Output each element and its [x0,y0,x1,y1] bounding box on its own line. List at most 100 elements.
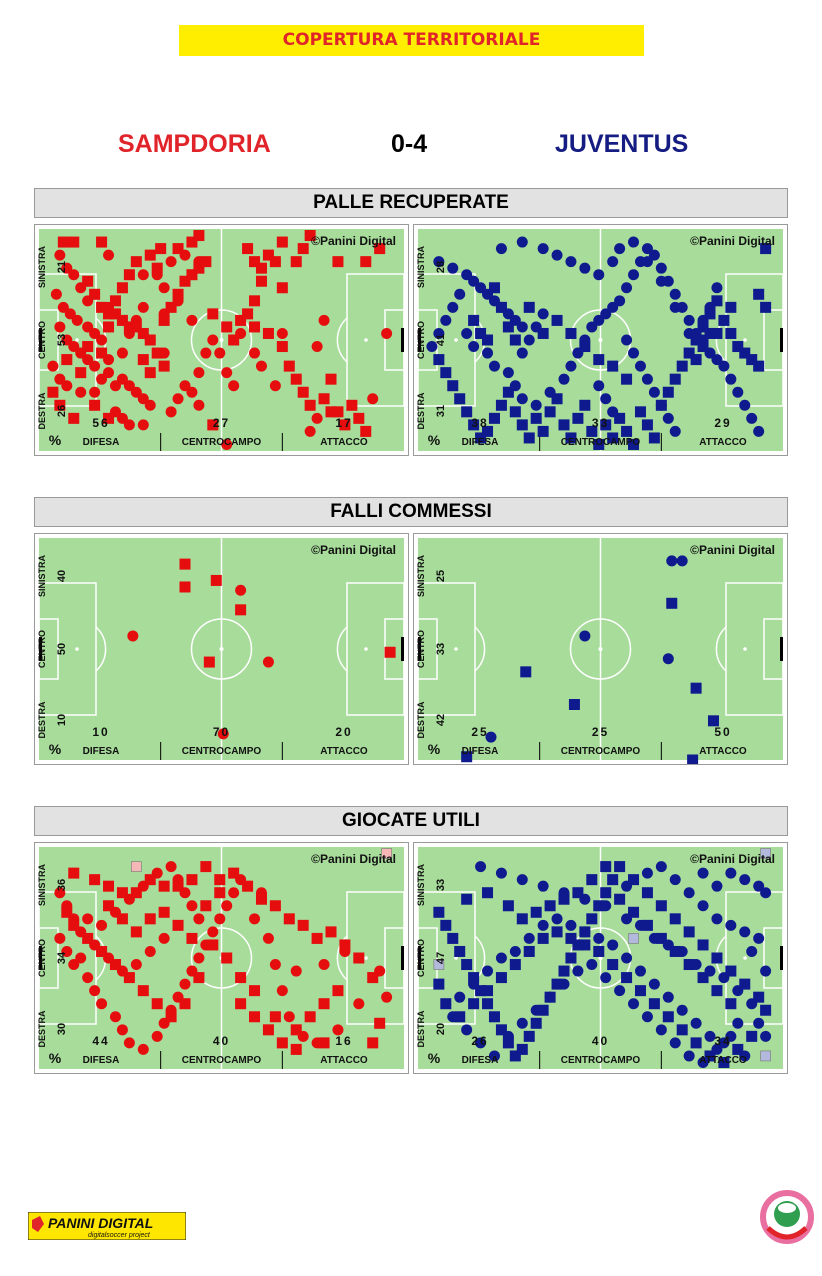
data-point-square [221,321,233,333]
data-point-circle [61,380,73,392]
data-point-circle [193,913,205,925]
data-point-square [304,230,316,242]
data-point-circle [165,861,177,873]
data-point-square [96,945,108,957]
data-point-circle [54,321,66,333]
data-point-circle [628,236,640,248]
data-point-circle [634,965,646,977]
data-point-circle [530,399,542,411]
data-point-square [172,243,184,255]
zone-percent: 50 [714,725,731,739]
data-point-square [760,301,772,313]
data-point-circle [200,347,212,359]
data-point-circle [662,412,674,424]
data-point-circle [228,380,240,392]
data-point-circle [475,1037,487,1049]
data-point-square [255,262,267,274]
data-point-square [151,262,163,274]
data-point-circle [207,334,219,346]
data-point-circle [426,341,438,353]
data-point-square [725,965,737,977]
data-point-square [325,926,337,938]
chart-recovered-home: ©Panini Digital SINISTRA 21 CENTRO 53 DESTRA 2… [34,224,409,456]
data-point-circle [753,880,765,892]
data-point-circle [165,256,177,268]
zone-percent: 70 [213,725,230,739]
data-point-square [544,991,556,1003]
data-point-circle [353,998,365,1010]
data-point-circle [127,630,139,642]
data-point-circle [116,347,128,359]
data-point-square [116,314,128,326]
data-point-square [144,249,156,261]
percent-symbol: % [49,432,62,448]
lane-percent: 25 [435,570,447,582]
data-point-square [144,367,156,379]
data-point-square [433,978,445,990]
data-point-square [193,262,205,274]
svg-text:digitalsoccer project: digitalsoccer project [88,1232,151,1239]
data-point-square [468,314,480,326]
data-point-square [203,656,215,668]
data-point-square [235,314,247,326]
data-point-square [269,256,281,268]
data-point-square [662,386,674,398]
data-point-circle [621,952,633,964]
data-point-square [54,399,66,411]
data-point-square [753,288,765,300]
zone-label: DIFESA [83,437,120,448]
data-point-square [116,913,128,925]
data-point-circle [109,1011,121,1023]
data-point-square [697,939,709,951]
data-point-square [262,1024,274,1036]
data-point-circle [488,360,500,372]
data-point-square [123,269,135,281]
left-penalty-arc [95,626,107,672]
data-point-square [495,1024,507,1036]
data-point-circle [144,945,156,957]
zone-label: ATTACCO [699,1055,747,1066]
data-point-square [332,985,344,997]
right-penalty-spot [364,956,368,960]
data-point-circle [221,367,233,379]
data-point-circle [537,919,549,931]
data-point-square [568,699,580,710]
data-point-square [607,432,619,444]
lane-label: DESTRA [37,392,47,430]
data-point-square [353,952,365,964]
data-point-square [669,373,681,385]
data-point-square [537,1004,549,1016]
home-team-name: SAMPDORIA [118,130,271,158]
data-point-circle [725,1030,737,1042]
data-point-circle [690,1017,702,1029]
data-point-circle [221,438,233,450]
lane-label: SINISTRA [37,864,47,907]
data-point-square [558,419,570,431]
data-point-square [502,1037,514,1049]
data-point-square [304,399,316,411]
data-point-square [600,861,612,873]
data-point-circle [655,861,667,873]
data-point-circle [158,932,170,944]
data-point-circle [711,913,723,925]
data-point-circle [579,262,591,274]
data-point-square [593,438,605,450]
data-point-circle [172,393,184,405]
data-point-circle [235,584,247,596]
zone-label: CENTROCAMPO [561,437,641,448]
data-point-square [155,243,167,255]
data-point-circle [137,269,149,281]
data-point-circle [217,728,229,740]
data-point-circle [495,952,507,964]
copyright-label: ©Panini Digital [690,852,775,866]
data-point-square [523,301,535,313]
data-point-square [210,574,222,586]
data-point-circle [662,991,674,1003]
data-point-square [558,965,570,977]
data-point-circle [276,327,288,339]
data-point-circle [61,334,73,346]
zone-label: CENTROCAMPO [182,1055,262,1066]
right-goal [780,328,783,352]
data-point-square [600,887,612,899]
data-point-square [318,998,330,1010]
